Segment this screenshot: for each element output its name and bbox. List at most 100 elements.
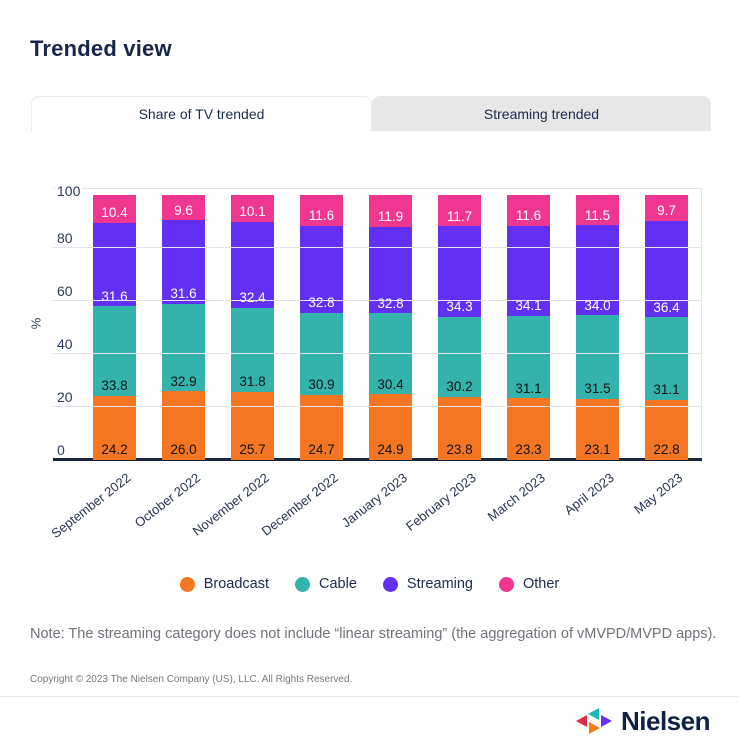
plot-top-gridline bbox=[53, 188, 702, 189]
bar-segment-value-label: 31.1 bbox=[515, 380, 542, 396]
nielsen-logo-icon bbox=[576, 708, 613, 735]
bar-segment-value-label: 31.1 bbox=[653, 382, 680, 398]
bar-segment-broadcast[interactable]: 24.7 bbox=[300, 394, 343, 460]
bars-group: 24.2 33.8 31.6 10.4 26.0 32.9 31.6 9.6 25.7 31.8 3… bbox=[80, 194, 701, 460]
bar-segment-value-label: 23.8 bbox=[446, 442, 473, 458]
bar-november-2022[interactable]: 25.7 31.8 32.4 10.1 bbox=[231, 195, 274, 460]
bar-segment-streaming[interactable]: 31.6 bbox=[162, 220, 205, 304]
bar-segment-value-label: 9.6 bbox=[174, 202, 193, 218]
bar-december-2022[interactable]: 24.7 30.9 32.8 11.6 bbox=[300, 195, 343, 460]
bar-segment-other[interactable]: 11.6 bbox=[300, 195, 343, 226]
bar-segment-other[interactable]: 9.7 bbox=[645, 195, 688, 221]
bar-segment-value-label: 32.8 bbox=[377, 295, 404, 311]
bar-segment-broadcast[interactable]: 25.7 bbox=[231, 391, 274, 460]
bar-segment-streaming[interactable]: 32.4 bbox=[231, 221, 274, 308]
logo-triangle-teal-icon bbox=[588, 708, 599, 720]
note-text: Note: The streaming category does not in… bbox=[30, 626, 717, 642]
bar-segment-value-label: 31.6 bbox=[101, 288, 128, 304]
bar-segment-cable[interactable]: 31.5 bbox=[576, 315, 619, 399]
chart-legend: Broadcast Cable Streaming Other bbox=[0, 576, 739, 592]
bar-segment-value-label: 31.6 bbox=[170, 286, 197, 302]
bar-segment-streaming[interactable]: 31.6 bbox=[93, 222, 136, 307]
x-axis-label: May 2023 bbox=[631, 470, 686, 517]
bar-segment-other[interactable]: 10.4 bbox=[93, 195, 136, 223]
legend-item-other[interactable]: Other bbox=[499, 576, 559, 592]
bar-segment-cable[interactable]: 32.9 bbox=[162, 303, 205, 392]
page-title: Trended view bbox=[30, 36, 172, 61]
bar-segment-value-label: 10.4 bbox=[101, 205, 128, 221]
legend-label: Cable bbox=[319, 576, 357, 592]
legend-item-broadcast[interactable]: Broadcast bbox=[179, 576, 270, 592]
bar-segment-streaming[interactable]: 32.8 bbox=[369, 226, 412, 314]
legend-swatch-icon bbox=[499, 576, 514, 592]
bar-may-2023[interactable]: 22.8 31.1 36.4 9.7 bbox=[645, 195, 688, 460]
bar-segment-value-label: 34.0 bbox=[584, 297, 611, 313]
bar-segment-broadcast[interactable]: 26.0 bbox=[162, 391, 205, 460]
bar-segment-value-label: 26.0 bbox=[170, 442, 197, 458]
bar-march-2023[interactable]: 23.3 31.1 34.1 11.6 bbox=[507, 194, 550, 460]
bar-segment-cable[interactable]: 31.8 bbox=[231, 307, 274, 392]
bar-segment-value-label: 34.3 bbox=[446, 299, 473, 315]
bar-segment-streaming[interactable]: 34.1 bbox=[507, 225, 550, 316]
bar-segment-streaming[interactable]: 36.4 bbox=[645, 220, 688, 318]
footer-divider bbox=[0, 696, 739, 697]
y-axis-title: % bbox=[28, 317, 44, 330]
bar-segment-value-label: 11.6 bbox=[308, 208, 335, 224]
bar-segment-value-label: 30.9 bbox=[308, 377, 335, 393]
logo-triangle-purple-icon bbox=[601, 715, 612, 727]
bar-segment-value-label: 24.2 bbox=[101, 442, 128, 458]
bar-segment-broadcast[interactable]: 23.1 bbox=[576, 398, 619, 460]
bar-segment-streaming[interactable]: 32.8 bbox=[300, 225, 343, 313]
tab-share-of-tv-trended[interactable]: Share of TV trended bbox=[31, 96, 372, 131]
bar-segment-broadcast[interactable]: 24.9 bbox=[369, 394, 412, 460]
plot-right-gridline bbox=[701, 188, 702, 460]
bar-september-2022[interactable]: 24.2 33.8 31.6 10.4 bbox=[93, 195, 136, 460]
bar-segment-cable[interactable]: 31.1 bbox=[507, 315, 550, 399]
gridline bbox=[53, 247, 702, 248]
legend-label: Other bbox=[523, 576, 560, 592]
bar-segment-value-label: 32.8 bbox=[308, 295, 335, 311]
bar-segment-value-label: 11.7 bbox=[446, 208, 473, 224]
bar-segment-broadcast[interactable]: 23.3 bbox=[507, 398, 550, 460]
legend-label: Broadcast bbox=[203, 576, 270, 592]
legend-item-streaming[interactable]: Streaming bbox=[382, 576, 473, 592]
bar-segment-other[interactable]: 11.7 bbox=[438, 195, 481, 227]
bar-segment-other[interactable]: 10.1 bbox=[231, 195, 274, 222]
bar-february-2023[interactable]: 23.8 30.2 34.3 11.7 bbox=[438, 195, 481, 460]
bar-january-2023[interactable]: 24.9 30.4 32.8 11.9 bbox=[369, 195, 412, 460]
bar-segment-value-label: 33.8 bbox=[101, 378, 128, 394]
bar-segment-value-label: 25.7 bbox=[239, 442, 266, 458]
bar-segment-cable[interactable]: 31.1 bbox=[645, 317, 688, 400]
bar-segment-cable[interactable]: 33.8 bbox=[93, 306, 136, 396]
bar-april-2023[interactable]: 23.1 31.5 34.0 11.5 bbox=[576, 194, 619, 460]
bar-segment-value-label: 31.5 bbox=[584, 381, 611, 397]
plot-area: 24.2 33.8 31.6 10.4 26.0 32.9 31.6 9.6 25.7 31.8 3… bbox=[53, 184, 702, 461]
logo-triangle-red-icon bbox=[576, 715, 587, 727]
bar-segment-value-label: 36.4 bbox=[653, 299, 680, 315]
bar-segment-value-label: 32.4 bbox=[239, 290, 266, 306]
nielsen-logo: Nielsen bbox=[576, 706, 711, 737]
gridline bbox=[53, 406, 702, 407]
bar-segment-streaming[interactable]: 34.3 bbox=[438, 226, 481, 317]
bar-segment-other[interactable]: 11.6 bbox=[507, 194, 550, 226]
legend-swatch-icon bbox=[179, 576, 195, 592]
bar-segment-other[interactable]: 9.6 bbox=[162, 194, 205, 221]
bar-segment-broadcast[interactable]: 22.8 bbox=[645, 399, 688, 460]
bar-segment-value-label: 34.1 bbox=[515, 298, 542, 314]
bar-segment-other[interactable]: 11.9 bbox=[369, 195, 412, 227]
logo-triangle-orange-icon bbox=[589, 722, 600, 734]
nielsen-logo-text: Nielsen bbox=[621, 706, 711, 736]
legend-item-cable[interactable]: Cable bbox=[295, 576, 357, 592]
y-tick-label: 80 bbox=[55, 230, 75, 246]
x-axis-label-anchor: May 2023 bbox=[517, 469, 686, 517]
bar-october-2022[interactable]: 26.0 32.9 31.6 9.6 bbox=[162, 194, 205, 460]
bar-segment-other[interactable]: 11.5 bbox=[576, 194, 619, 226]
bar-segment-cable[interactable]: 30.2 bbox=[438, 316, 481, 397]
bar-segment-streaming[interactable]: 34.0 bbox=[576, 225, 619, 316]
bar-segment-broadcast[interactable]: 23.8 bbox=[438, 396, 481, 460]
tab-streaming-trended[interactable]: Streaming trended bbox=[372, 96, 711, 131]
legend-swatch-icon bbox=[382, 576, 398, 592]
bar-segment-value-label: 9.7 bbox=[657, 203, 676, 219]
bar-segment-value-label: 30.2 bbox=[446, 379, 473, 395]
